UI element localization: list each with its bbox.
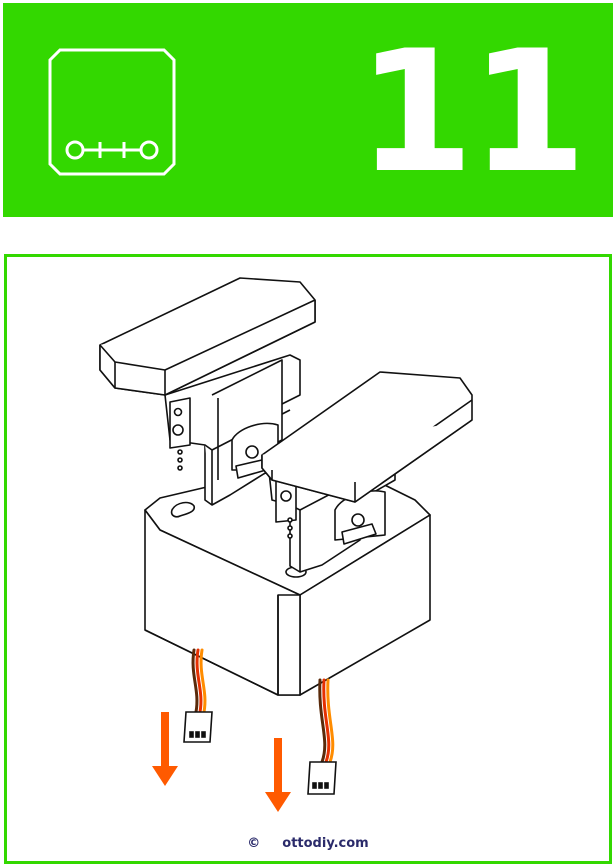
illustration-frame (4, 254, 612, 864)
back-servo (99, 277, 316, 506)
connectors (183, 711, 337, 795)
copyright-symbol: © (247, 836, 261, 851)
site-name: ottodiy.com (282, 836, 369, 851)
otto-logo-icon (48, 48, 176, 176)
step-number: 11 (357, 14, 587, 210)
down-arrow-icon (152, 712, 291, 812)
front-servo (261, 371, 473, 573)
copyright-footer: © ottodiy.com (0, 836, 616, 851)
step-header: 11 (3, 3, 613, 217)
servo-wires (191, 648, 335, 764)
